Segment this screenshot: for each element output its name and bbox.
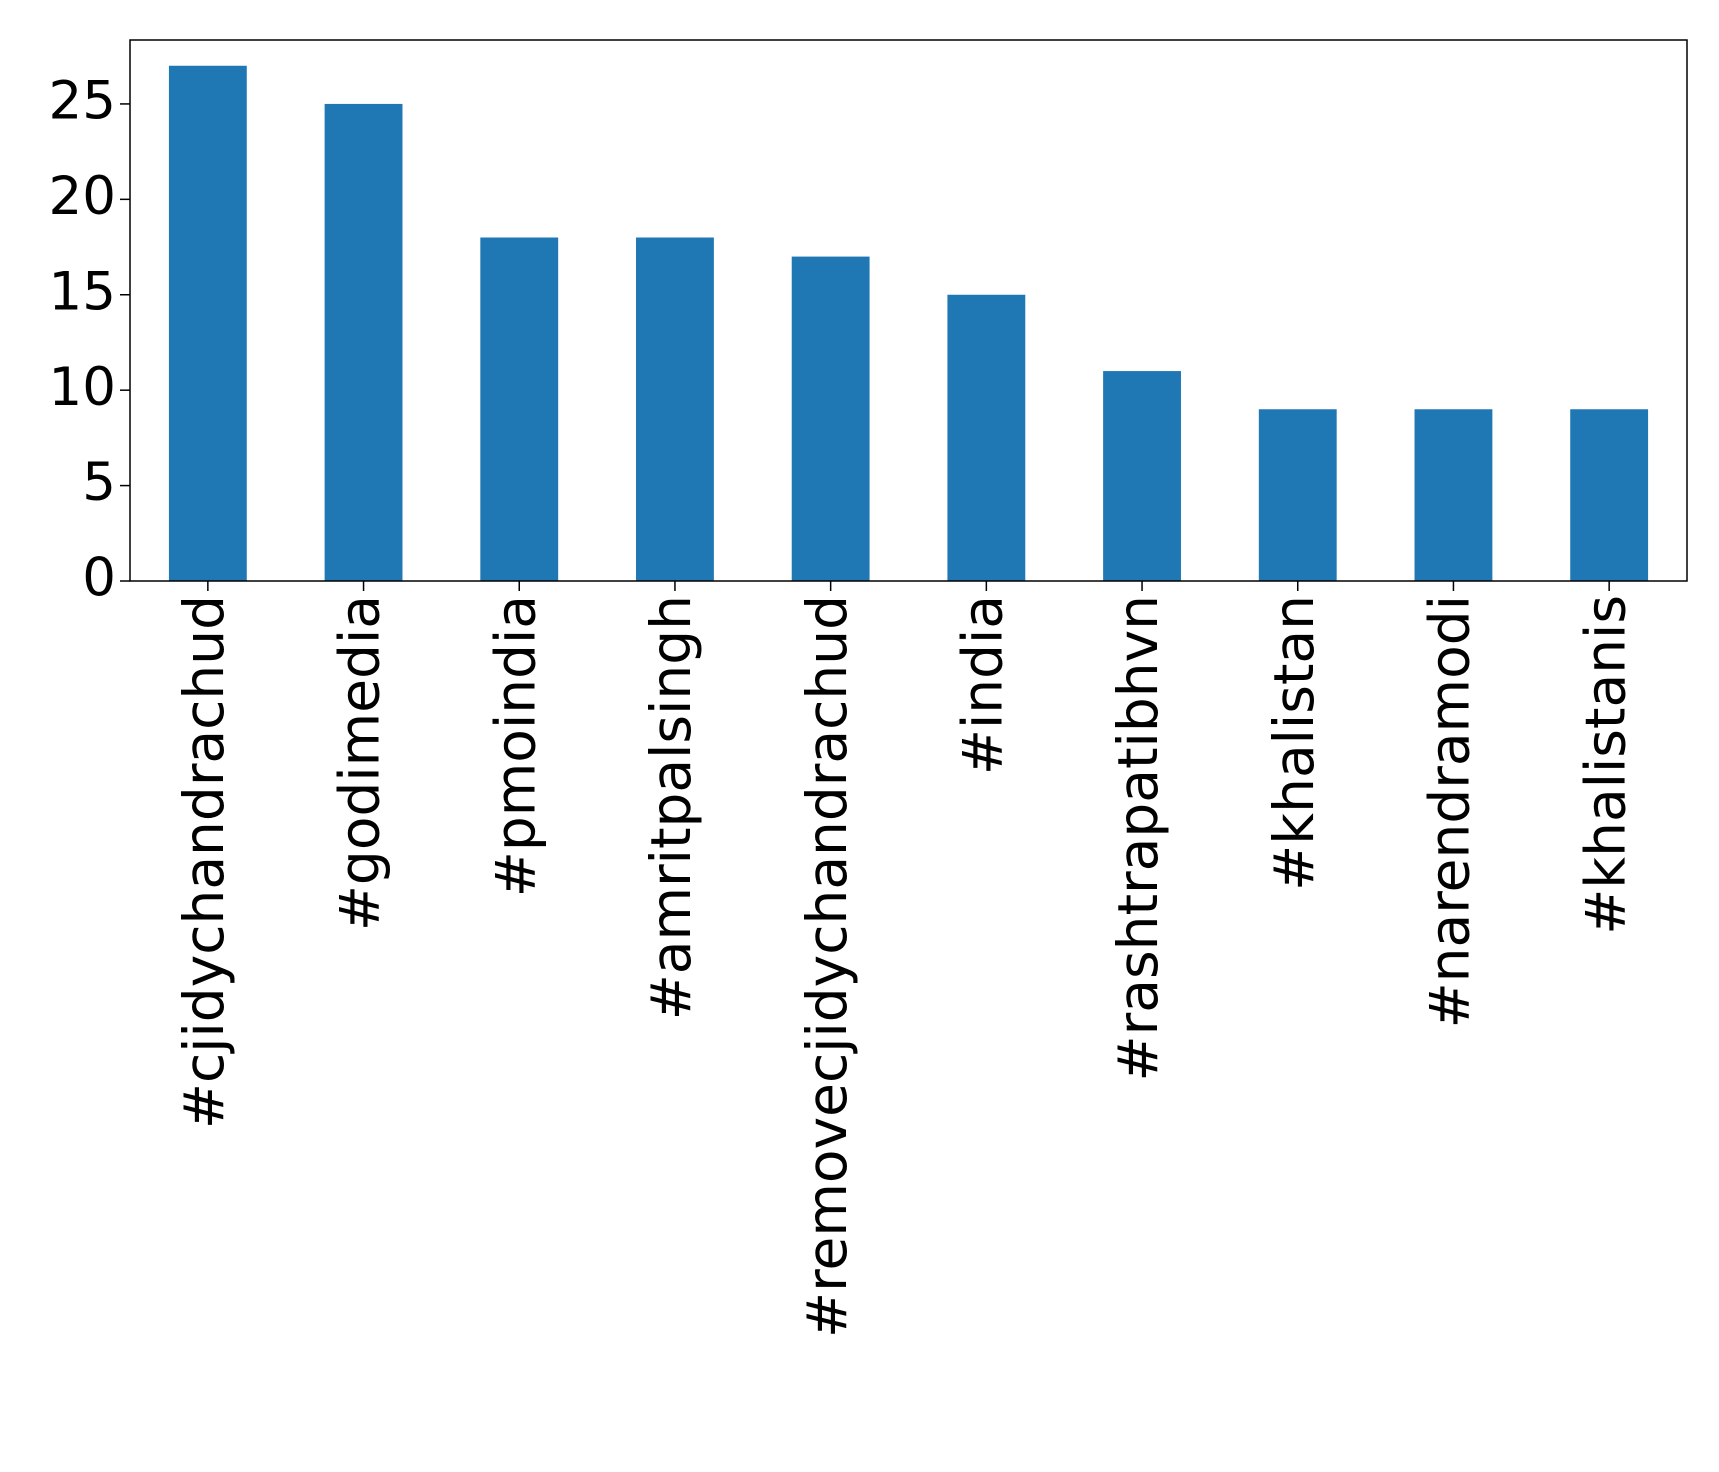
y-tick-label: 25 <box>49 71 116 132</box>
y-tick-label: 15 <box>49 261 116 322</box>
y-tick-label: 0 <box>82 548 116 609</box>
bar <box>324 103 403 582</box>
x-tick-label: #amritpalsingh <box>639 595 703 1020</box>
y-tick-label: 5 <box>82 452 116 513</box>
y-tick-label: 20 <box>49 166 116 227</box>
x-tick-label: #khalistanis <box>1573 595 1637 935</box>
bar <box>636 237 714 581</box>
plot-frame <box>129 39 1688 582</box>
bar <box>947 294 1026 581</box>
x-tick-label: #khalistan <box>1262 595 1326 891</box>
bar <box>791 256 870 581</box>
bar <box>168 65 247 581</box>
bar <box>480 237 559 581</box>
bar <box>1570 409 1649 581</box>
y-tick-label: 10 <box>49 357 116 418</box>
x-tick-label: #godimedia <box>328 595 392 931</box>
bar <box>1414 409 1493 581</box>
x-tick-label: #removecjidychandrachud <box>795 595 859 1338</box>
bar <box>1258 409 1337 581</box>
x-tick-label: #narendramodi <box>1418 595 1482 1028</box>
x-tick-label: #india <box>950 595 1014 775</box>
x-tick-label: #rashtrapatibhvn <box>1106 595 1170 1081</box>
x-tick-label: #pmoindia <box>483 595 547 897</box>
bar <box>1103 371 1181 581</box>
x-tick-label: #cjidychandrachud <box>172 595 236 1129</box>
